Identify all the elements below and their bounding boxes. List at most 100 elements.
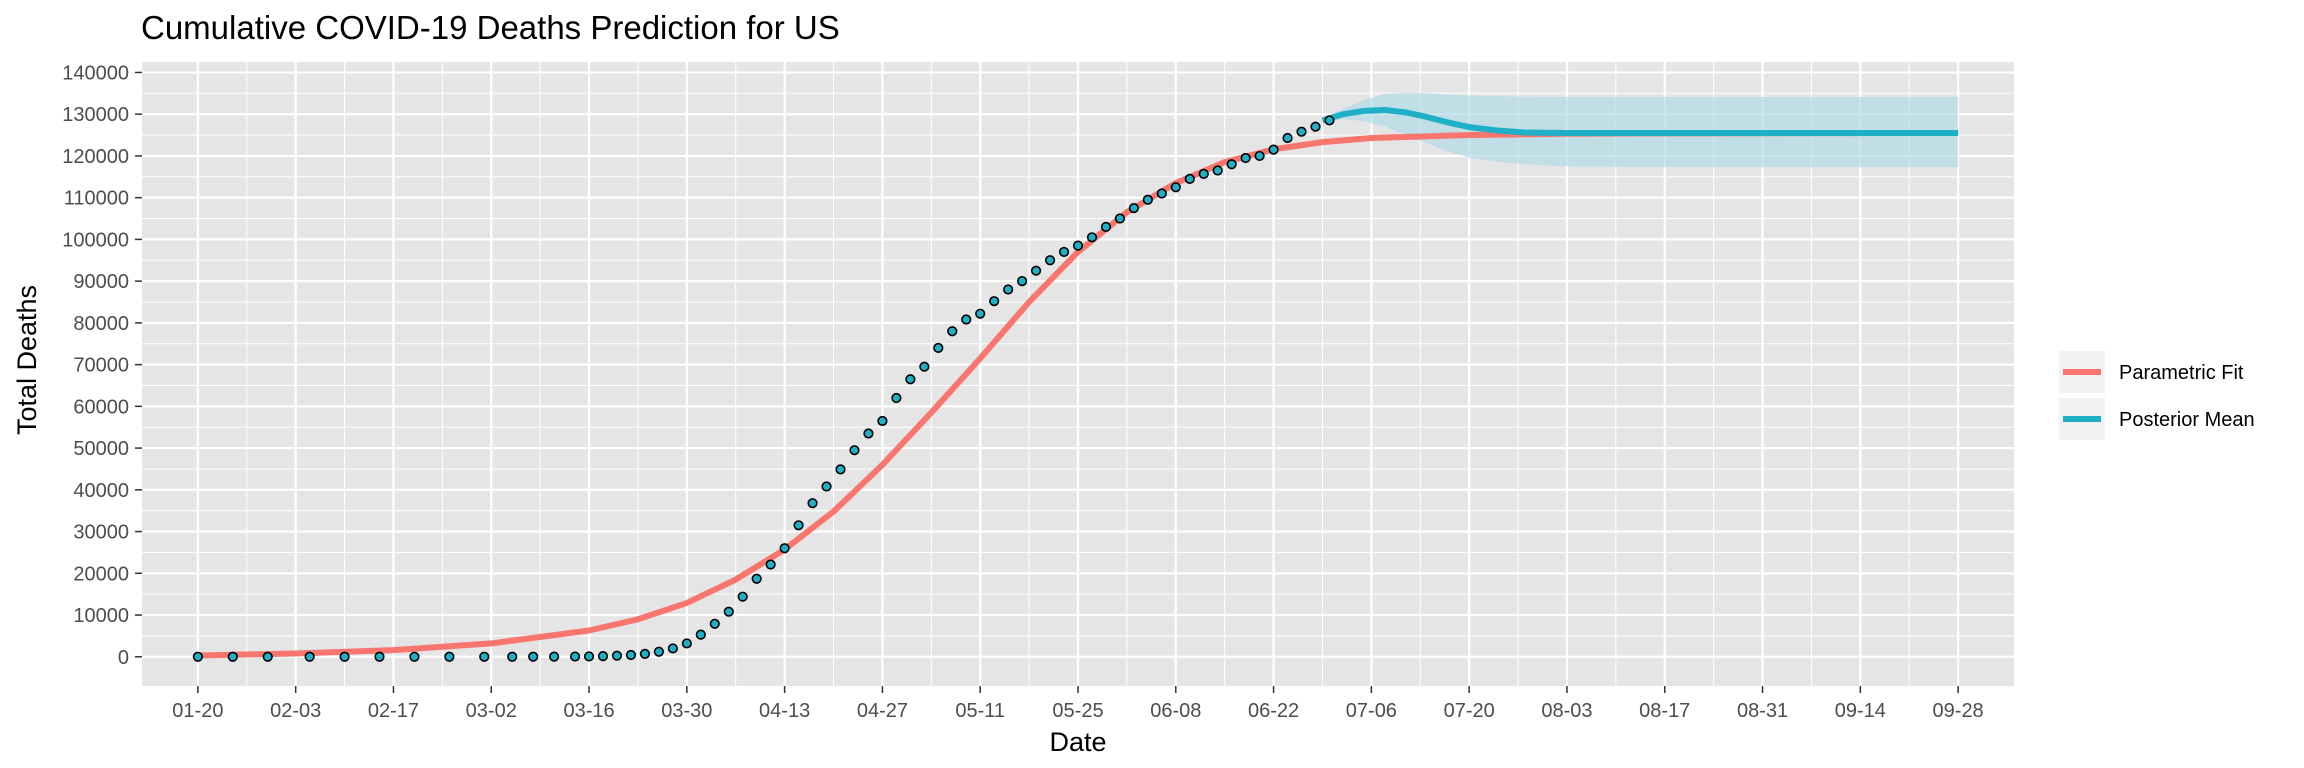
grid-major: [142, 62, 2014, 686]
y-tick-label: 30000: [73, 522, 129, 544]
observed-point: [1017, 276, 1028, 287]
observed-point: [1296, 126, 1307, 137]
observed-point: [765, 559, 776, 570]
observed-point: [549, 651, 560, 662]
observed-point: [409, 651, 420, 662]
y-tick-label: 70000: [73, 355, 129, 377]
x-tick-label: 08-03: [1541, 700, 1592, 722]
observed-point: [961, 314, 972, 325]
y-tick-label: 130000: [62, 104, 129, 126]
observed-point: [1044, 255, 1056, 266]
x-tick-label: 04-27: [857, 700, 908, 722]
observed-point: [975, 308, 986, 319]
observed-point: [262, 651, 273, 662]
x-tick-label: 07-06: [1346, 700, 1397, 722]
observed-point: [667, 643, 678, 654]
observed-point: [1212, 165, 1223, 176]
observed-point: [1086, 232, 1098, 243]
observed-point: [877, 415, 888, 427]
y-tick-label: 0: [118, 647, 129, 669]
observed-point: [479, 651, 490, 662]
observed-point: [863, 428, 874, 439]
observed-point: [695, 629, 706, 640]
legend-label: Posterior Mean: [2119, 409, 2255, 431]
observed-point: [192, 651, 203, 662]
observed-point: [821, 481, 832, 492]
y-tick-label: 90000: [73, 271, 129, 293]
observed-point: [1072, 240, 1084, 251]
observed-point: [905, 374, 916, 385]
observed-point: [737, 591, 748, 602]
observed-point: [1030, 265, 1042, 276]
observed-point: [625, 649, 637, 661]
y-tick-label: 140000: [62, 62, 129, 84]
x-tick-label: 06-22: [1248, 700, 1299, 722]
observed-point: [597, 651, 609, 662]
observed-point: [569, 651, 581, 662]
observed-point: [1142, 194, 1153, 205]
legend-label: Parametric Fit: [2119, 362, 2244, 384]
observed-point: [611, 650, 623, 661]
posterior-interval-band: [1322, 92, 1959, 168]
observed-point: [1282, 132, 1293, 144]
observed-point: [304, 651, 315, 662]
x-tick-label: 09-28: [1933, 700, 1984, 722]
y-axis-title: Total Deaths: [12, 285, 42, 435]
observed-point: [1268, 144, 1279, 155]
observed-point: [227, 651, 238, 662]
x-tick-label: 06-08: [1150, 700, 1201, 722]
observed-point: [1128, 202, 1139, 214]
observed-point: [891, 392, 902, 404]
y-axis: 0 10000 20000 30000 40000 50000 60000 70000 8000…: [62, 62, 142, 669]
x-tick-label: 08-17: [1639, 700, 1690, 722]
y-tick-label: 80000: [73, 313, 129, 335]
observed-point: [1100, 221, 1112, 232]
observed-point: [528, 651, 539, 662]
x-tick-label: 03-02: [466, 700, 517, 722]
observed-point: [1226, 159, 1237, 170]
x-tick-label: 02-17: [368, 700, 419, 722]
y-tick-label: 120000: [62, 146, 129, 168]
x-tick-label: 09-14: [1835, 700, 1886, 722]
observed-point: [919, 361, 930, 372]
observed-point: [947, 326, 958, 337]
x-tick-label: 07-20: [1444, 700, 1495, 722]
x-tick-label: 05-11: [955, 700, 1005, 722]
y-tick-label: 60000: [73, 396, 129, 418]
y-tick-label: 110000: [64, 188, 129, 210]
observed-point: [1170, 182, 1181, 193]
observed-point: [583, 651, 595, 662]
x-tick-label: 03-16: [563, 700, 614, 722]
observed-point: [507, 651, 518, 662]
observed-point: [639, 648, 651, 659]
observed-point: [989, 296, 1000, 307]
observed-point: [933, 342, 944, 354]
chart-title: Cumulative COVID-19 Deaths Prediction fo…: [141, 9, 840, 46]
x-tick-label: 03-30: [661, 700, 712, 722]
x-tick-label: 04-13: [759, 700, 810, 722]
y-tick-label: 20000: [73, 563, 129, 585]
posterior-interval-area: [1322, 92, 1959, 168]
observed-points: [192, 115, 1335, 662]
x-tick-label: 08-31: [1737, 700, 1788, 722]
observed-point: [1310, 121, 1321, 132]
observed-point: [339, 651, 350, 662]
observed-point: [1156, 188, 1167, 199]
observed-point: [681, 638, 692, 649]
observed-point: [653, 646, 664, 657]
x-tick-label: 01-20: [172, 700, 223, 722]
observed-point: [444, 651, 455, 662]
observed-point: [723, 606, 734, 617]
observed-point: [1184, 173, 1195, 184]
observed-point: [1198, 168, 1209, 179]
observed-point: [849, 445, 860, 456]
posterior-mean-line: [1321, 107, 1959, 136]
observed-point: [1240, 152, 1251, 164]
x-tick-label: 05-25: [1052, 700, 1103, 722]
y-tick-label: 40000: [73, 480, 129, 502]
observed-point: [779, 543, 790, 554]
observed-point: [1003, 284, 1014, 295]
observed-point: [751, 573, 762, 584]
observed-point: [1324, 115, 1335, 126]
